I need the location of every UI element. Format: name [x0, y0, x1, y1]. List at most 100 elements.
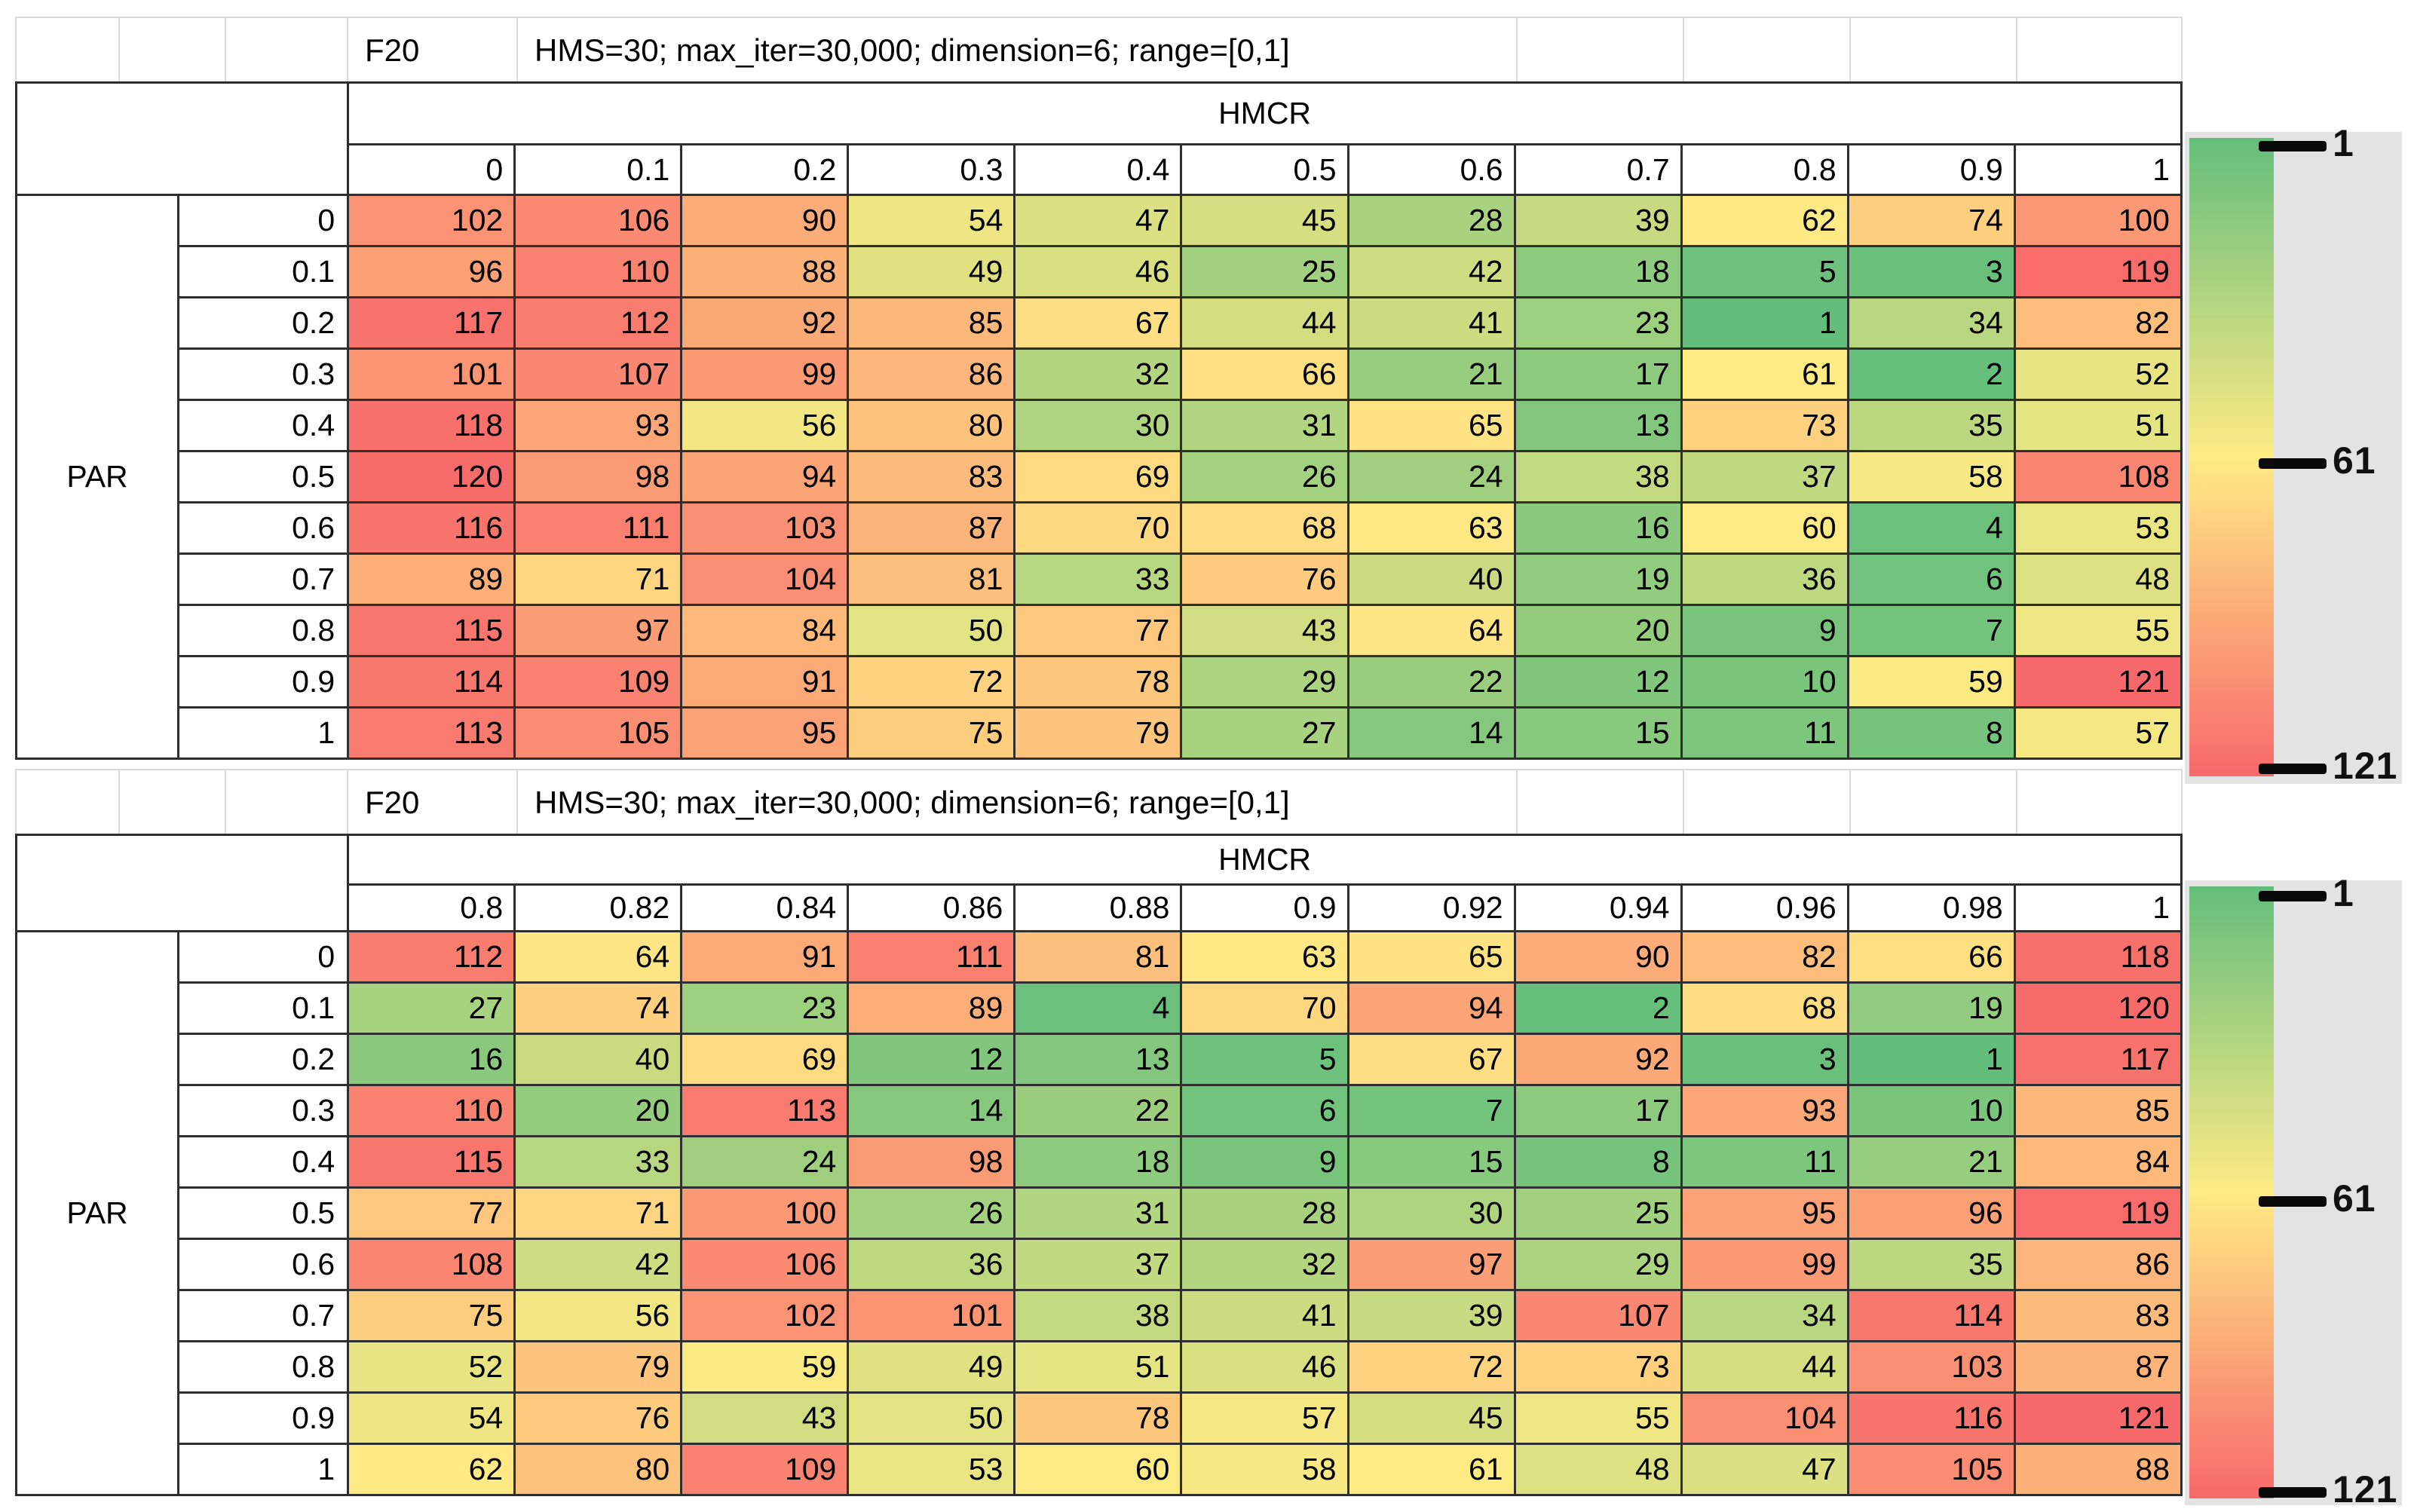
cell-par0.3-hmcr0.9[interactable]: 6 — [1180, 1084, 1349, 1137]
cell-par0-hmcr0.82[interactable]: 64 — [513, 930, 683, 984]
settings-label[interactable]: HMS=30; max_iter=30,000; dimension=6; ra… — [535, 32, 1290, 68]
cell-par0-hmcr0.98[interactable]: 66 — [1846, 930, 2016, 984]
cell-par0.9-hmcr0.9[interactable]: 59 — [1846, 655, 2016, 709]
cell-par0.4-hmcr0.9[interactable]: 35 — [1846, 399, 2016, 452]
col-header-0.86[interactable]: 0.86 — [847, 883, 1016, 932]
cell-par0.9-hmcr0.8[interactable]: 54 — [347, 1391, 516, 1445]
cell-par0-hmcr0.1[interactable]: 106 — [513, 194, 683, 247]
cell-par1-hmcr0[interactable]: 113 — [347, 706, 516, 760]
cell-par0.1-hmcr0.8[interactable]: 5 — [1680, 245, 1849, 298]
cell-par0.3-hmcr0.1[interactable]: 107 — [513, 347, 683, 401]
cell-par0.6-hmcr0.6[interactable]: 63 — [1346, 501, 1516, 555]
cell-par0.8-hmcr1[interactable]: 87 — [2013, 1340, 2183, 1394]
cell-par0.8-hmcr0.9[interactable]: 7 — [1846, 604, 2016, 657]
cell-par0.9-hmcr1[interactable]: 121 — [2013, 655, 2183, 709]
row-header-0.3[interactable]: 0.3 — [177, 1084, 350, 1137]
cell-par0.8-hmcr0.7[interactable]: 20 — [1513, 604, 1683, 657]
cell-par0.7-hmcr0[interactable]: 89 — [347, 552, 516, 606]
cell-par0.6-hmcr0.82[interactable]: 42 — [513, 1238, 683, 1291]
cell-par1-hmcr0.96[interactable]: 47 — [1680, 1443, 1849, 1496]
cell-par0.4-hmcr0.7[interactable]: 13 — [1513, 399, 1683, 452]
row-header-0.9[interactable]: 0.9 — [177, 655, 350, 709]
cell-par0.3-hmcr0.8[interactable]: 61 — [1680, 347, 1849, 401]
cell-par0.2-hmcr0.82[interactable]: 40 — [513, 1033, 683, 1086]
cell-par0.6-hmcr0.7[interactable]: 16 — [1513, 501, 1683, 555]
cell-par0.6-hmcr0.94[interactable]: 29 — [1513, 1238, 1683, 1291]
cell-par0.6-hmcr1[interactable]: 53 — [2013, 501, 2183, 555]
cell-par0.4-hmcr0.8[interactable]: 115 — [347, 1135, 516, 1189]
cell-par0.6-hmcr0.8[interactable]: 60 — [1680, 501, 1849, 555]
cell-par0.3-hmcr0.5[interactable]: 66 — [1180, 347, 1349, 401]
cell-par1-hmcr0.88[interactable]: 60 — [1013, 1443, 1183, 1496]
cell-par0.9-hmcr0.98[interactable]: 116 — [1846, 1391, 2016, 1445]
cell-par0.2-hmcr0.94[interactable]: 92 — [1513, 1033, 1683, 1086]
cell-par0.7-hmcr0.5[interactable]: 76 — [1180, 552, 1349, 606]
cell-par0.9-hmcr0.82[interactable]: 76 — [513, 1391, 683, 1445]
cell-par0.5-hmcr0.82[interactable]: 71 — [513, 1186, 683, 1240]
cell-par0.3-hmcr0.84[interactable]: 113 — [680, 1084, 850, 1137]
cell-par0.7-hmcr0.8[interactable]: 75 — [347, 1289, 516, 1342]
cell-par0.5-hmcr0.98[interactable]: 96 — [1846, 1186, 2016, 1240]
cell-par0-hmcr0.7[interactable]: 39 — [1513, 194, 1683, 247]
cell-par0.9-hmcr0[interactable]: 114 — [347, 655, 516, 709]
cell-par0.1-hmcr0.5[interactable]: 25 — [1180, 245, 1349, 298]
col-header-1[interactable]: 1 — [2013, 883, 2183, 932]
cell-par0-hmcr0.2[interactable]: 90 — [680, 194, 850, 247]
cell-par1-hmcr0.94[interactable]: 48 — [1513, 1443, 1683, 1496]
cell-par0.1-hmcr0.82[interactable]: 74 — [513, 981, 683, 1035]
cell-par1-hmcr0.82[interactable]: 80 — [513, 1443, 683, 1496]
cell-par1-hmcr0.84[interactable]: 109 — [680, 1443, 850, 1496]
col-header-0.3[interactable]: 0.3 — [847, 143, 1016, 196]
cell-par0-hmcr0.8[interactable]: 112 — [347, 930, 516, 984]
col-header-0.9[interactable]: 0.9 — [1180, 883, 1349, 932]
col-header-0.8[interactable]: 0.8 — [1680, 143, 1849, 196]
cell-par0.4-hmcr0.5[interactable]: 31 — [1180, 399, 1349, 452]
cell-par0.7-hmcr1[interactable]: 48 — [2013, 552, 2183, 606]
cell-par0-hmcr1[interactable]: 118 — [2013, 930, 2183, 984]
row-header-1[interactable]: 1 — [177, 706, 350, 760]
cell-par0.5-hmcr0.4[interactable]: 69 — [1013, 450, 1183, 503]
cell-par0.4-hmcr1[interactable]: 51 — [2013, 399, 2183, 452]
cell-par0.5-hmcr0.8[interactable]: 37 — [1680, 450, 1849, 503]
cell-par0.3-hmcr0.92[interactable]: 7 — [1346, 1084, 1516, 1137]
col-header-0.7[interactable]: 0.7 — [1513, 143, 1683, 196]
cell-par0.3-hmcr0.7[interactable]: 17 — [1513, 347, 1683, 401]
cell-par0.5-hmcr0.5[interactable]: 26 — [1180, 450, 1349, 503]
cell-par0.4-hmcr1[interactable]: 84 — [2013, 1135, 2183, 1189]
row-header-0.4[interactable]: 0.4 — [177, 1135, 350, 1189]
cell-par0.5-hmcr0.9[interactable]: 58 — [1846, 450, 2016, 503]
cell-par0.4-hmcr0.6[interactable]: 65 — [1346, 399, 1516, 452]
cell-par0.4-hmcr0.98[interactable]: 21 — [1846, 1135, 2016, 1189]
cell-par0.4-hmcr0.3[interactable]: 80 — [847, 399, 1016, 452]
cell-par0-hmcr1[interactable]: 100 — [2013, 194, 2183, 247]
cell-par0.8-hmcr0.92[interactable]: 72 — [1346, 1340, 1516, 1394]
cell-par0-hmcr0.8[interactable]: 62 — [1680, 194, 1849, 247]
cell-par0.1-hmcr0.4[interactable]: 46 — [1013, 245, 1183, 298]
cell-par0.8-hmcr0.4[interactable]: 77 — [1013, 604, 1183, 657]
cell-par0-hmcr0.5[interactable]: 45 — [1180, 194, 1349, 247]
cell-par0.2-hmcr0.8[interactable]: 16 — [347, 1033, 516, 1086]
cell-par0.6-hmcr0.84[interactable]: 106 — [680, 1238, 850, 1291]
cell-par0.8-hmcr0.6[interactable]: 64 — [1346, 604, 1516, 657]
col-header-1[interactable]: 1 — [2013, 143, 2183, 196]
cell-par0.1-hmcr0.96[interactable]: 68 — [1680, 981, 1849, 1035]
row-header-0.7[interactable]: 0.7 — [177, 1289, 350, 1342]
cell-par0.4-hmcr0.96[interactable]: 11 — [1680, 1135, 1849, 1189]
row-header-0.2[interactable]: 0.2 — [177, 296, 350, 350]
cell-par0.6-hmcr0.3[interactable]: 87 — [847, 501, 1016, 555]
cell-par0.2-hmcr0.1[interactable]: 112 — [513, 296, 683, 350]
cell-par0.9-hmcr0.88[interactable]: 78 — [1013, 1391, 1183, 1445]
cell-par0.1-hmcr0.88[interactable]: 4 — [1013, 981, 1183, 1035]
cell-par0.5-hmcr0.7[interactable]: 38 — [1513, 450, 1683, 503]
row-header-0.3[interactable]: 0.3 — [177, 347, 350, 401]
cell-par1-hmcr0.5[interactable]: 27 — [1180, 706, 1349, 760]
cell-par0.5-hmcr0.1[interactable]: 98 — [513, 450, 683, 503]
cell-par0.1-hmcr0.9[interactable]: 70 — [1180, 981, 1349, 1035]
cell-par0-hmcr0.9[interactable]: 74 — [1846, 194, 2016, 247]
cell-par0.6-hmcr0.2[interactable]: 103 — [680, 501, 850, 555]
col-axis-title[interactable]: HMCR — [347, 81, 2183, 145]
row-header-0[interactable]: 0 — [177, 194, 350, 247]
cell-par0.1-hmcr1[interactable]: 120 — [2013, 981, 2183, 1035]
cell-par0.8-hmcr0.1[interactable]: 97 — [513, 604, 683, 657]
cell-par0.9-hmcr0.86[interactable]: 50 — [847, 1391, 1016, 1445]
